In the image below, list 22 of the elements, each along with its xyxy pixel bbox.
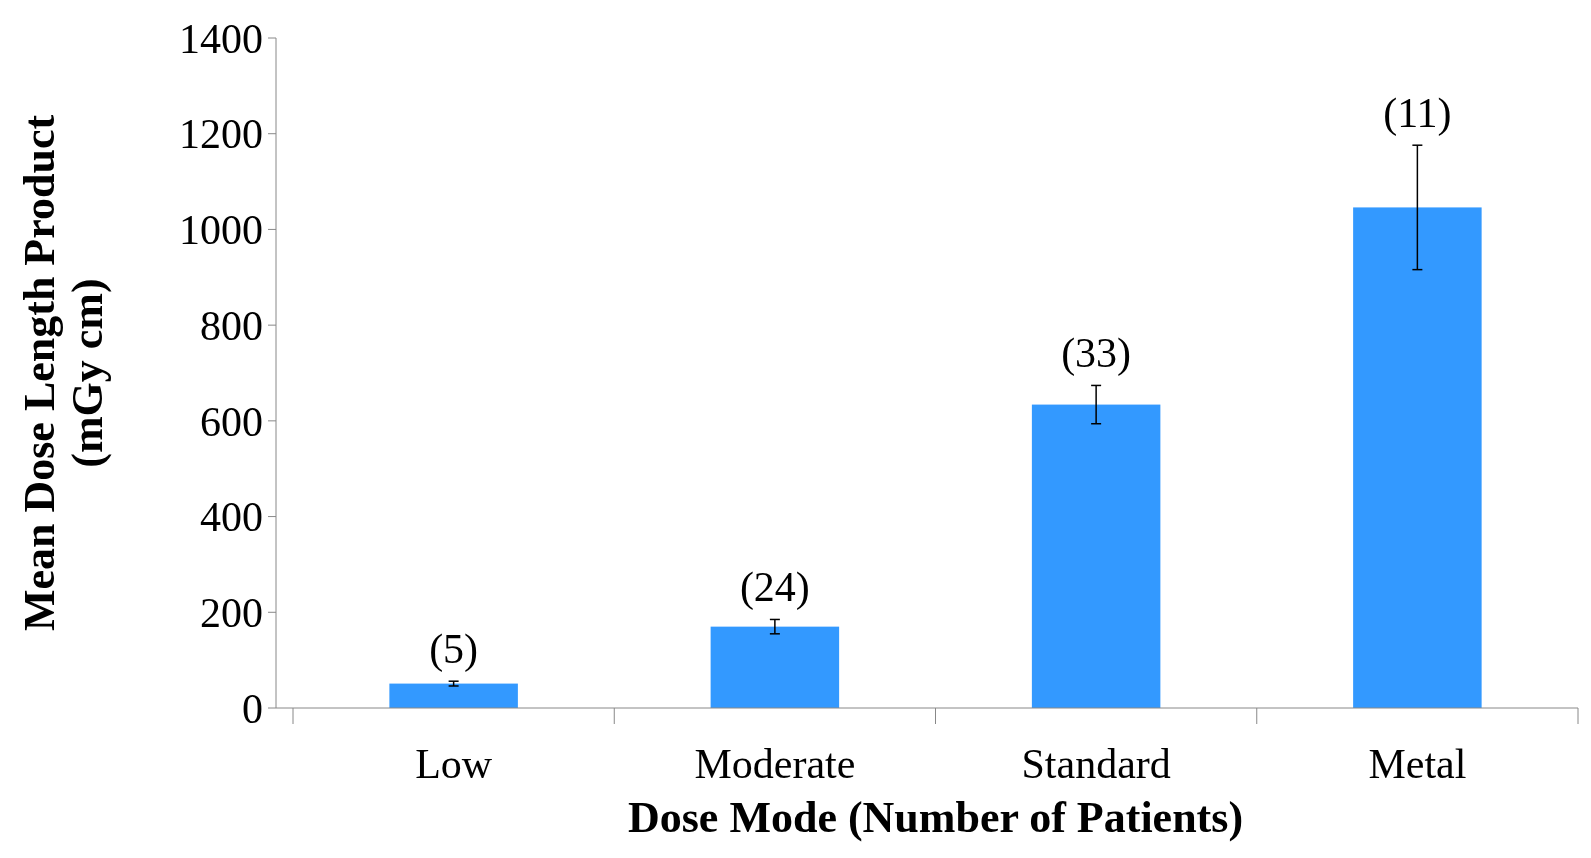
x-tick-label: Moderate [694,741,856,787]
y-tick-label: 1400 [179,15,263,62]
y-tick-label: 1000 [179,207,263,254]
annotation: (5) [429,626,479,674]
bar [1353,207,1482,708]
y-tick-label: 400 [200,494,263,541]
y-tick-label: 200 [200,589,263,636]
x-tick-label: Low [415,741,493,787]
annotation: (11) [1383,90,1452,138]
annotation: (24) [739,564,810,612]
bar [1031,404,1161,708]
x-axis-title: Dose Mode (Number of Patients) [627,793,1244,842]
y-tick-label: 0 [242,685,263,732]
bar [389,683,518,708]
y-axis-title: Mean Dose Length Product (mGy cm) [14,114,112,632]
bar [710,626,840,708]
annotation: (33) [1061,330,1132,378]
x-tick-label: Metal [1368,741,1467,787]
y-tick-label: 800 [200,302,263,349]
y-tick-label: 600 [200,398,263,445]
y-tick-label: 1200 [179,111,263,158]
x-tick-label: Standard [1021,741,1171,787]
